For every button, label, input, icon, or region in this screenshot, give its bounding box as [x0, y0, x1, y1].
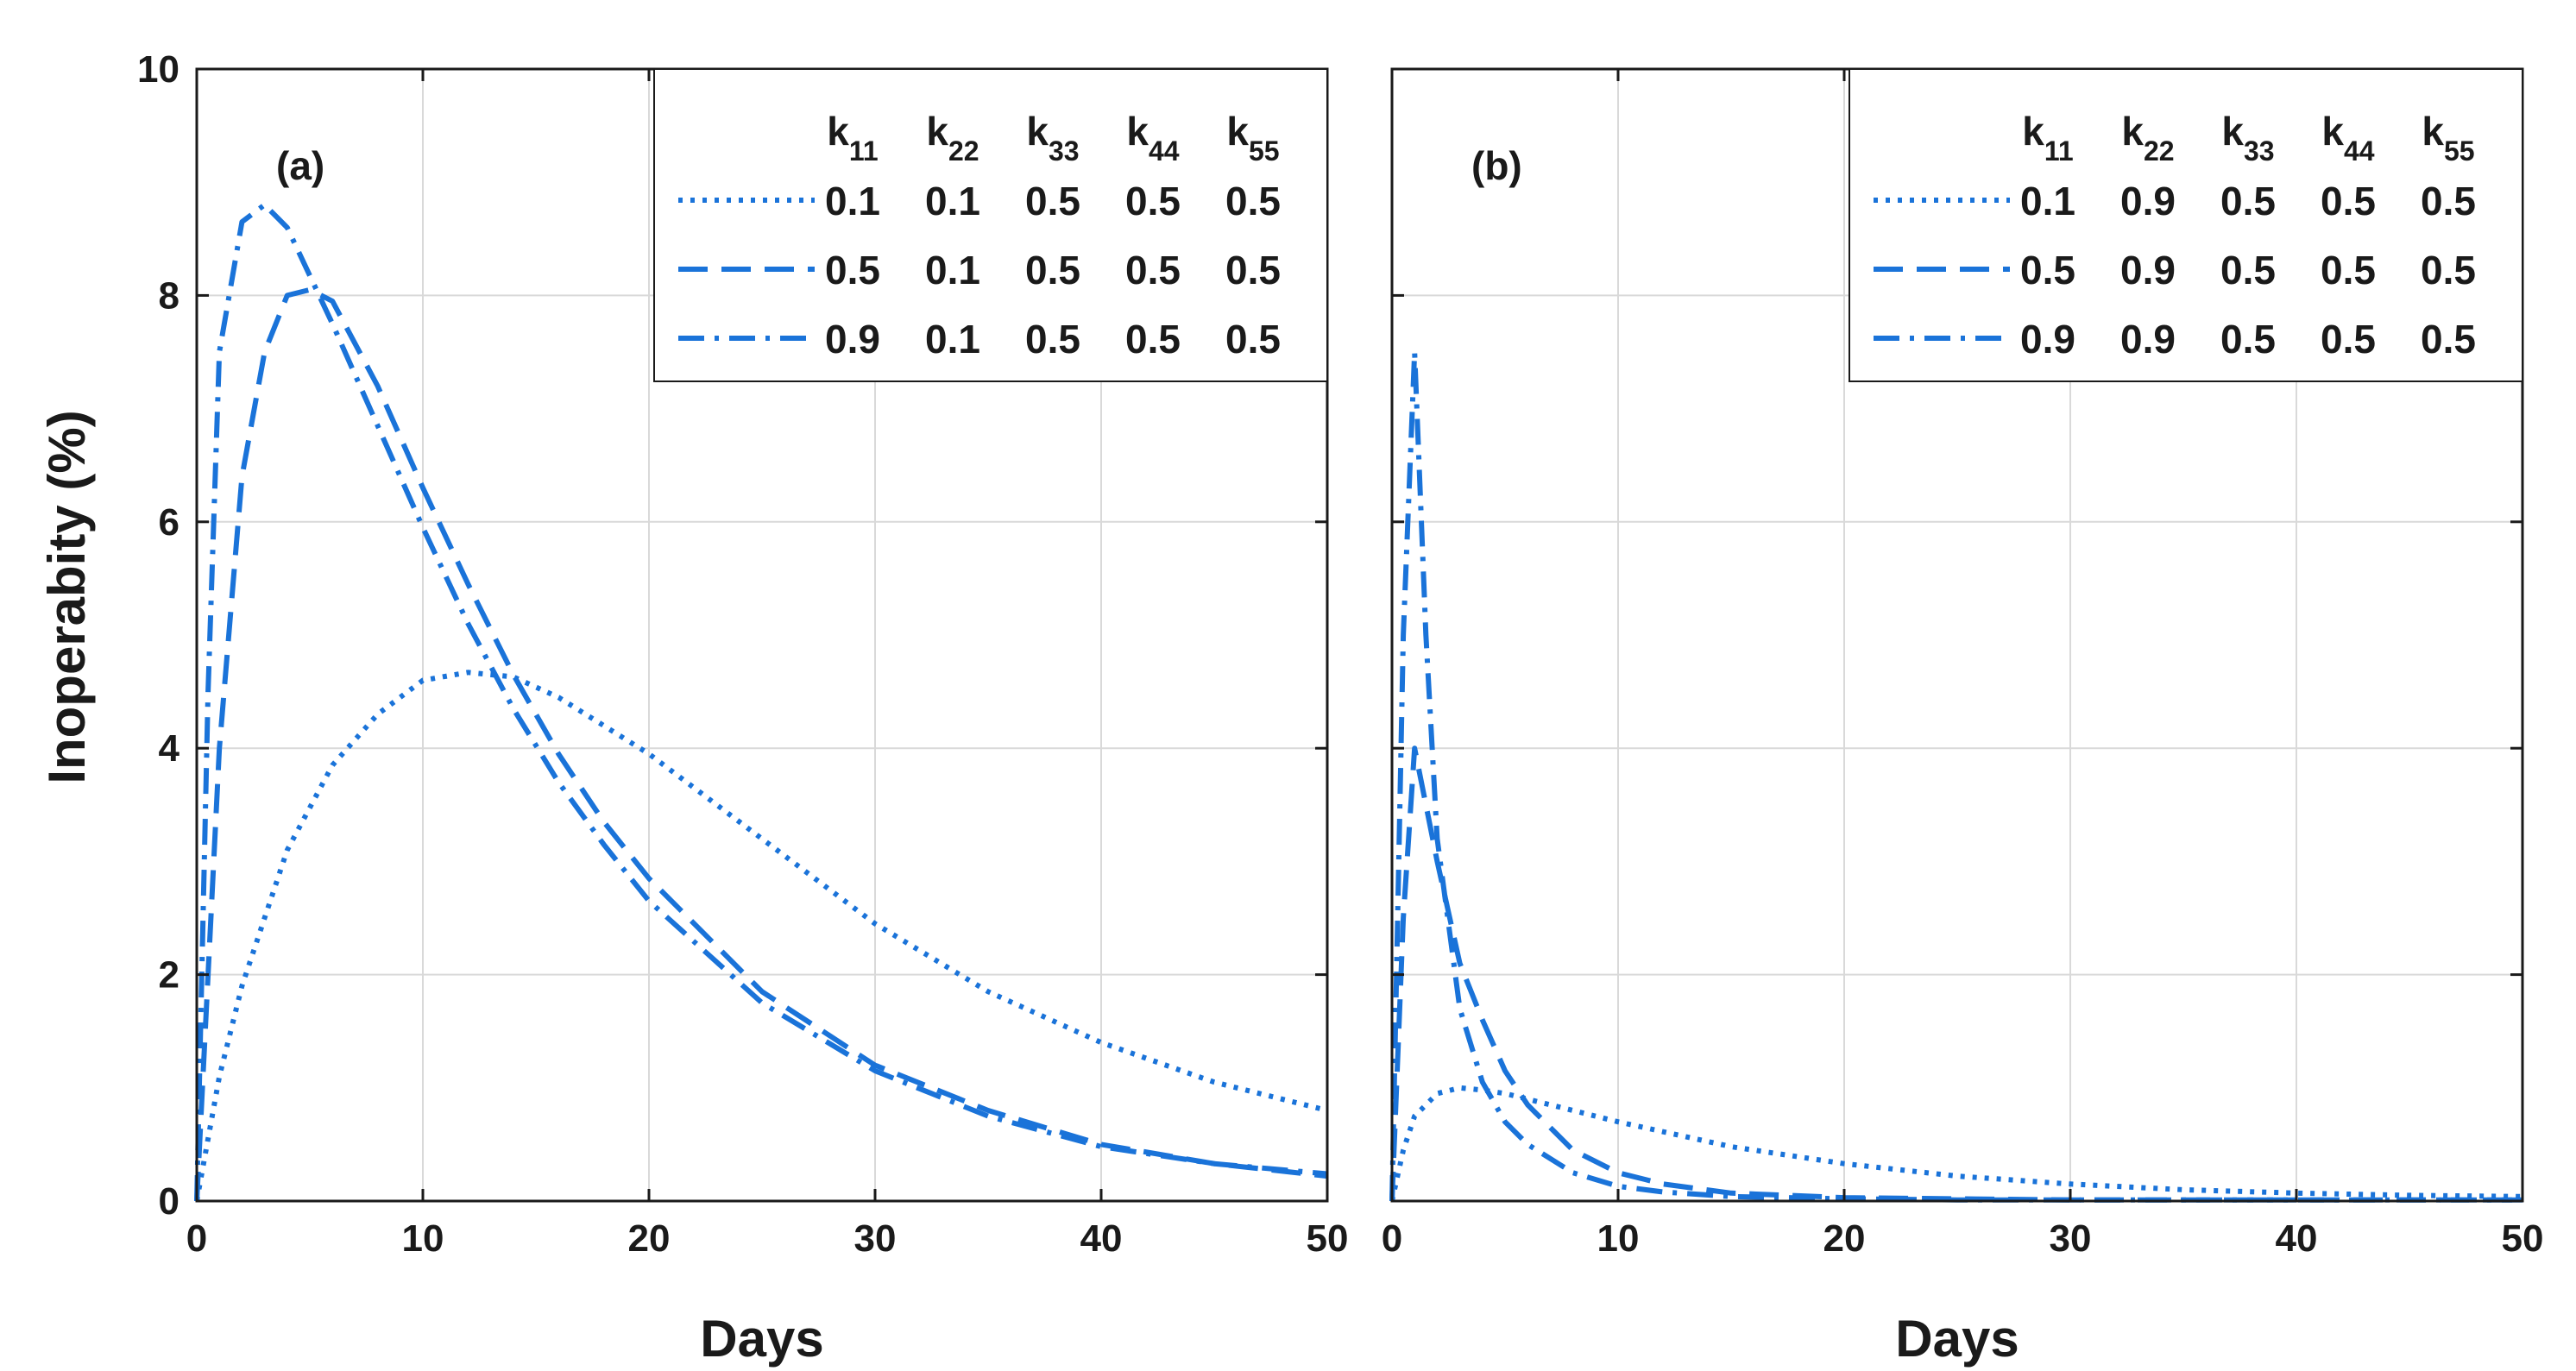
- series-line-dashdot: [194, 202, 1328, 1202]
- series-line-dotted: [1389, 1085, 2523, 1202]
- legend-value: 0.5: [2421, 179, 2476, 223]
- x-tick-label: 0: [1382, 1217, 1402, 1260]
- legend-value: 0.5: [2321, 179, 2376, 223]
- legend-box: [1849, 68, 2523, 382]
- legend-value: 0.1: [925, 317, 980, 362]
- x-tick-label: 40: [2276, 1217, 2318, 1260]
- x-tick-label: 50: [1307, 1217, 1349, 1260]
- x-tick-label: 10: [1597, 1217, 1640, 1260]
- y-tick-label: 6: [159, 501, 180, 544]
- x-axis-title: Days: [700, 1310, 823, 1368]
- legend-value: 0.9: [825, 317, 880, 362]
- legend-header: k33: [2221, 109, 2274, 167]
- y-tick-label: 10: [137, 48, 180, 91]
- y-tick-label: 0: [159, 1180, 180, 1223]
- legend-header: k44: [1126, 109, 1179, 167]
- legend-header: k11: [2022, 109, 2073, 167]
- legend-header: k22: [2121, 109, 2174, 167]
- panel-b: 0 10 20 30 40 50 Days (b) k11 k22 k33 k44 k55 0.1 0.9 0…: [1382, 67, 2544, 1368]
- legend-value: 0.5: [2220, 317, 2276, 362]
- legend-value: 0.9: [2020, 317, 2075, 362]
- legend: k11 k22 k33 k44 k55 0.1 0.1 0.5 0.5 0.5 0.5 0.1 0.5 0…: [653, 68, 1328, 382]
- legend-value: 0.1: [925, 248, 980, 292]
- y-tick-label: 2: [159, 954, 180, 997]
- legend-header: k55: [2422, 109, 2474, 167]
- panel-a: 0 10 20 30 40 50 0 2 4 6 8 10 Days (a) k11 k22 k33 k44 k55…: [137, 48, 1348, 1368]
- legend-value: 0.5: [1225, 179, 1281, 223]
- legend-value: 0.5: [2020, 248, 2075, 292]
- x-axis-title: Days: [1895, 1310, 2019, 1368]
- legend-value: 0.9: [2120, 317, 2176, 362]
- legend-value: 0.9: [2120, 248, 2176, 292]
- legend-value: 0.5: [1125, 179, 1181, 223]
- series-line-dashed: [1389, 745, 2522, 1203]
- x-tick-label: 20: [628, 1217, 671, 1260]
- panel-label: (b): [1471, 143, 1522, 188]
- legend-header: k11: [827, 109, 878, 167]
- x-tick-label: 0: [186, 1217, 207, 1260]
- y-axis-title: Inoperabity (%): [38, 410, 96, 783]
- legend-header: k22: [926, 109, 979, 167]
- legend-box: [653, 68, 1328, 382]
- series-line-dashdot: [1389, 349, 2522, 1203]
- legend-value: 0.5: [2220, 179, 2276, 223]
- y-tick-label: 4: [159, 727, 180, 770]
- legend-value: 0.1: [925, 179, 980, 223]
- legend-value: 0.5: [2321, 248, 2376, 292]
- legend-value: 0.1: [2020, 179, 2075, 223]
- legend-value: 0.9: [2120, 179, 2176, 223]
- x-tick-label: 10: [402, 1217, 444, 1260]
- legend-value: 0.5: [1025, 248, 1080, 292]
- legend-value: 0.5: [1125, 317, 1181, 362]
- legend-header: k33: [1026, 109, 1079, 167]
- panel-label: (a): [276, 143, 324, 188]
- x-tick-label: 40: [1080, 1217, 1123, 1260]
- legend-value: 0.5: [1025, 317, 1080, 362]
- series-line-dashed: [194, 286, 1328, 1202]
- legend-value: 0.1: [825, 179, 880, 223]
- x-tick-label: 20: [1823, 1217, 1866, 1260]
- series-line-dotted: [194, 670, 1328, 1202]
- legend-value: 0.5: [1125, 248, 1181, 292]
- legend-value: 0.5: [2421, 317, 2476, 362]
- legend-value: 0.5: [2321, 317, 2376, 362]
- x-tick-label: 30: [854, 1217, 897, 1260]
- legend-value: 0.5: [1225, 317, 1281, 362]
- y-tick-label: 8: [159, 274, 180, 317]
- legend: k11 k22 k33 k44 k55 0.1 0.9 0.5 0.5 0.5 0.5 0.9 0.5 0…: [1849, 68, 2523, 382]
- legend-value: 0.5: [1025, 179, 1080, 223]
- legend-value: 0.5: [2220, 248, 2276, 292]
- legend-value: 0.5: [2421, 248, 2476, 292]
- x-tick-label: 50: [2502, 1217, 2544, 1260]
- x-tick-label: 30: [2050, 1217, 2092, 1260]
- legend-value: 0.5: [1225, 248, 1281, 292]
- legend-value: 0.5: [825, 248, 880, 292]
- legend-header: k55: [1226, 109, 1279, 167]
- legend-header: k44: [2321, 109, 2374, 167]
